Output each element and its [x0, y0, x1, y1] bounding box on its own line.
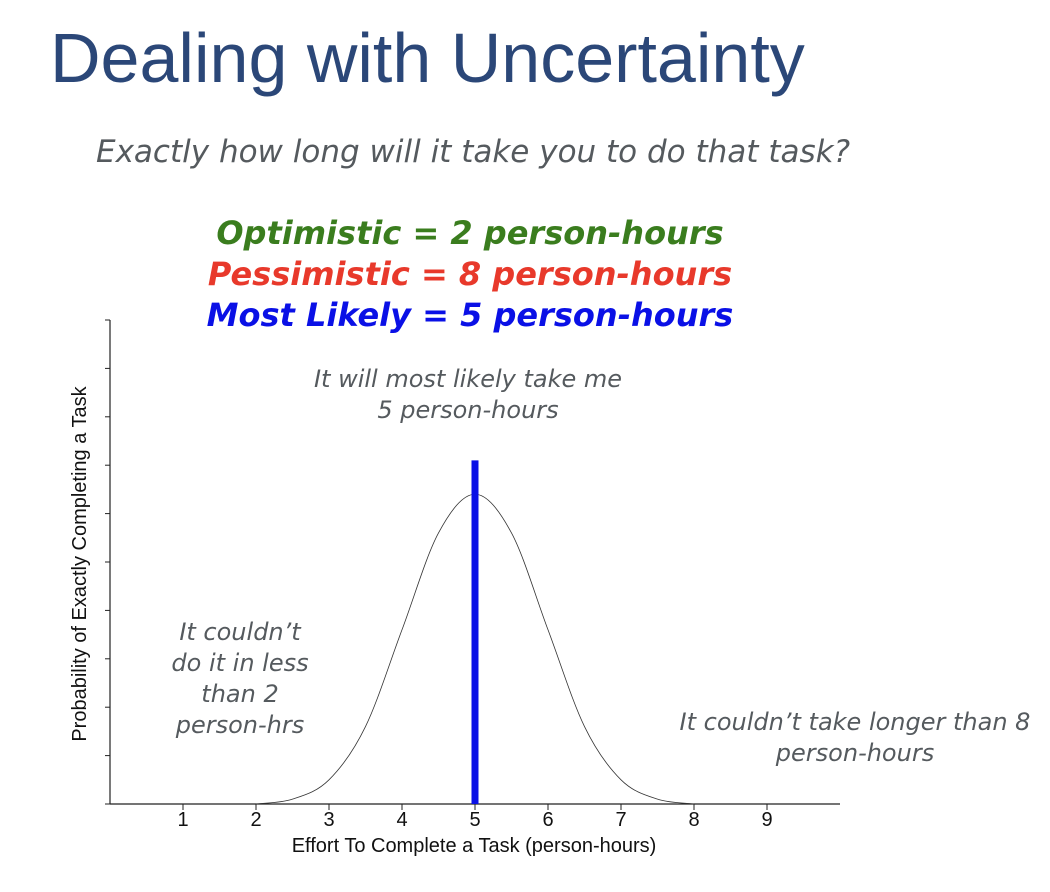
- pessimistic-note-line: person-hours: [775, 739, 935, 767]
- x-tick-label: 7: [615, 809, 626, 831]
- optimistic-note-line: do it in less: [171, 649, 309, 677]
- most-likely-estimate: Most Likely = 5 person-hours: [206, 296, 734, 334]
- slide-subtitle: Exactly how long will it take you to do …: [96, 134, 851, 170]
- x-tick-label: 3: [323, 809, 334, 831]
- optimistic-note-line: It couldn’t: [179, 618, 301, 646]
- x-tick-label: 6: [542, 809, 553, 831]
- x-tick-label: 8: [688, 809, 699, 831]
- pessimistic-note: It couldn’t take longer than 8 person-ho…: [670, 707, 1040, 769]
- x-tick-label: 5: [469, 809, 480, 831]
- optimistic-note-line: than 2: [201, 680, 279, 708]
- most-likely-note-line: It will most likely take me: [313, 365, 623, 393]
- pessimistic-estimate: Pessimistic = 8 person-hours: [207, 255, 733, 293]
- most-likely-note-line: 5 person-hours: [377, 396, 559, 424]
- most-likely-note: It will most likely take me 5 person-hou…: [268, 364, 668, 426]
- x-axis-tick-labels: 1 2 3 4 5 6 7 8 9: [177, 809, 772, 831]
- optimistic-note-line: person-hrs: [175, 711, 305, 739]
- x-tick-label: 1: [177, 809, 188, 831]
- optimistic-estimate: Optimistic = 2 person-hours: [216, 214, 724, 252]
- y-axis-ticks: [105, 319, 110, 805]
- x-tick-label: 4: [396, 809, 407, 831]
- x-tick-label: 9: [761, 809, 772, 831]
- slide-title: Dealing with Uncertainty: [50, 19, 805, 97]
- y-axis-label: Probability of Exactly Completing a Task: [69, 385, 91, 741]
- x-tick-label: 2: [250, 809, 261, 831]
- x-axis-label: Effort To Complete a Task (person-hours): [292, 835, 657, 857]
- optimistic-note: It couldn’t do it in less than 2 person-…: [150, 617, 330, 741]
- pessimistic-note-line: It couldn’t take longer than 8: [679, 708, 1031, 736]
- x-axis-ticks: [182, 804, 768, 810]
